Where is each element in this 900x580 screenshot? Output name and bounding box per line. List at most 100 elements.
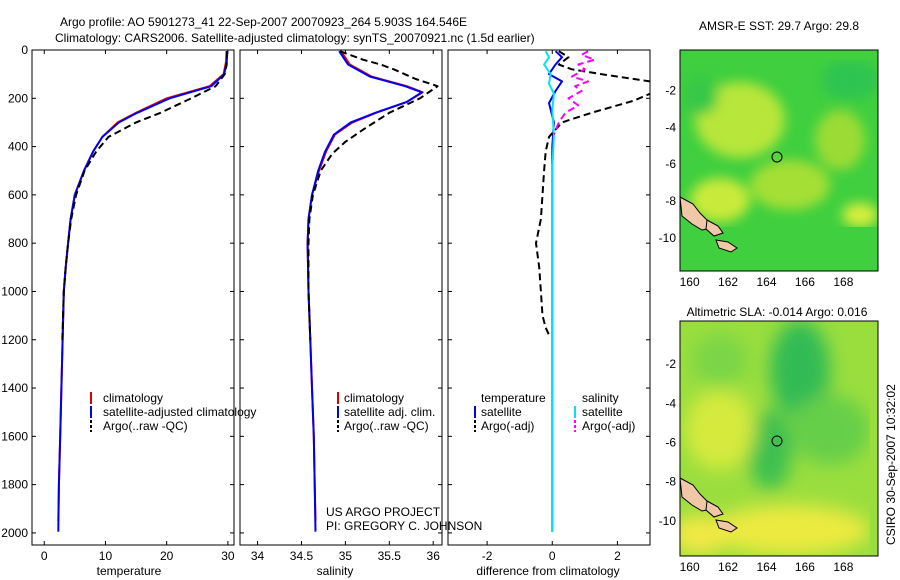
y-tick-label: 2000 — [1, 526, 28, 540]
x-tick-label: 2 — [614, 549, 621, 563]
map-x-tick-label: 166 — [795, 560, 815, 574]
legend-label-sal-argo: Argo(-adj) — [582, 419, 635, 433]
difference-legend: temperature satellite Argo(-adj) salinit… — [474, 391, 635, 433]
map-y-tick-label: -10 — [659, 231, 677, 245]
sla-map — [680, 321, 878, 556]
map-y-tick-label: -10 — [659, 514, 677, 528]
sst-warm-patch — [695, 82, 785, 158]
series-line — [307, 50, 439, 340]
legend-label-argo: Argo(..raw -QC) — [103, 419, 188, 433]
map-y-tick-label: -4 — [665, 120, 676, 134]
sla-map-title: Altimetric SLA: -0.014 Argo: 0.016 — [687, 305, 868, 319]
legend-label-sal-satellite: satellite — [582, 405, 623, 419]
map-x-tick-label: 168 — [833, 560, 853, 574]
map-y-tick-label: -4 — [665, 396, 676, 410]
y-tick-label: 1600 — [1, 429, 28, 443]
y-tick-label: 1200 — [1, 333, 28, 347]
salinity-profile-lines — [306, 50, 439, 532]
temperature-legend: climatology satellite-adjusted climatolo… — [90, 391, 256, 433]
x-tick-label: 34 — [251, 549, 265, 563]
header-line-1: Argo profile: AO 5901273_41 22-Sep-2007 … — [60, 15, 467, 29]
sst-cool-patch — [822, 60, 878, 100]
y-tick-label: 1000 — [1, 284, 28, 298]
series-line — [61, 51, 228, 340]
map-y-tick-label: -2 — [665, 357, 676, 371]
x-tick-label: 35 — [339, 549, 353, 563]
salinity-axis-label: salinity — [317, 564, 354, 578]
sla-low-patch — [770, 321, 830, 420]
x-tick-label: 0 — [41, 549, 48, 563]
sla-low-patch — [748, 410, 792, 490]
sst-warm-patch — [750, 160, 830, 210]
difference-plot-frame — [447, 49, 651, 546]
sla-map-frame — [679, 320, 879, 557]
series-line — [548, 50, 563, 532]
y-tick-label: 0 — [21, 43, 28, 57]
x-tick-label: 35.5 — [378, 549, 402, 563]
map-x-tick-label: 168 — [833, 275, 853, 289]
map-x-tick-label: 160 — [680, 560, 700, 574]
x-tick-label: 34.5 — [290, 549, 314, 563]
x-tick-label: 10 — [99, 549, 113, 563]
sst-warm-patch — [690, 178, 750, 222]
sst-map-frame — [679, 49, 879, 272]
x-tick-label: -2 — [482, 549, 493, 563]
sst-map-title: AMSR-E SST: 29.7 Argo: 29.8 — [699, 19, 859, 33]
x-tick-label: 36 — [427, 549, 441, 563]
map-x-tick-label: 164 — [756, 275, 776, 289]
sst-coastline — [715, 239, 738, 253]
legend-label-temp-argo: Argo(-adj) — [481, 419, 534, 433]
y-tick-label: 600 — [8, 188, 28, 202]
temperature-plot-frame — [31, 49, 235, 546]
sla-argo-marker — [771, 435, 783, 447]
sla-high-patch — [685, 390, 755, 470]
map-y-tick-label: -8 — [665, 194, 676, 208]
map-x-tick-label: 162 — [718, 275, 738, 289]
legend-label-satellite-adj: satellite adj. clim. — [344, 405, 435, 419]
sla-coastline — [705, 500, 724, 518]
legend-label-argo: Argo(..raw -QC) — [344, 419, 429, 433]
salinity-legend: climatology satellite adj. clim. Argo(..… — [337, 391, 435, 433]
legend-heading-salinity: salinity — [582, 391, 619, 405]
series-line — [57, 51, 228, 521]
project-line-2: PI: GREGORY C. JOHNSON — [326, 519, 482, 533]
sst-warm-patch — [815, 110, 865, 170]
legend-label-satellite-adjusted: satellite-adjusted climatology — [103, 405, 256, 419]
sst-coastline — [705, 219, 724, 237]
temperature-profile-lines — [57, 51, 229, 532]
sla-low-patch — [692, 334, 748, 386]
y-tick-label: 400 — [8, 140, 28, 154]
map-y-tick-label: -2 — [665, 84, 676, 98]
sst-argo-marker — [771, 151, 783, 163]
series-line — [306, 50, 423, 532]
y-tick-label: 1400 — [1, 381, 28, 395]
sst-cool-patch — [682, 75, 718, 115]
salinity-plot-frame — [239, 49, 443, 546]
legend-label-temp-satellite: satellite — [481, 405, 522, 419]
x-tick-label: 0 — [549, 549, 556, 563]
map-x-tick-label: 162 — [718, 560, 738, 574]
sla-low-patch — [790, 395, 870, 465]
sst-map — [680, 50, 878, 271]
series-line — [543, 50, 555, 532]
y-tick-label: 1800 — [1, 478, 28, 492]
legend-heading-temperature: temperature — [481, 391, 546, 405]
legend-label-climatology: climatology — [344, 391, 404, 405]
legend-label-climatology: climatology — [103, 391, 163, 405]
x-tick-label: 30 — [221, 549, 235, 563]
x-tick-label: 20 — [160, 549, 174, 563]
difference-axis-label: difference from climatology — [476, 564, 619, 578]
series-line — [552, 50, 596, 135]
difference-profile-lines — [535, 50, 650, 532]
series-line — [306, 50, 424, 521]
series-line — [57, 51, 229, 532]
map-x-tick-label: 164 — [756, 560, 776, 574]
header-line-2: Climatology: CARS2006. Satellite-adjuste… — [55, 31, 535, 45]
map-x-tick-label: 160 — [680, 275, 700, 289]
credit-text: CSIRO 30-Sep-2007 10:32:02 — [884, 384, 898, 545]
map-y-tick-label: -6 — [665, 435, 676, 449]
project-line-1: US ARGO PROJECT — [326, 505, 441, 519]
y-tick-label: 200 — [8, 91, 28, 105]
map-y-tick-label: -8 — [665, 475, 676, 489]
